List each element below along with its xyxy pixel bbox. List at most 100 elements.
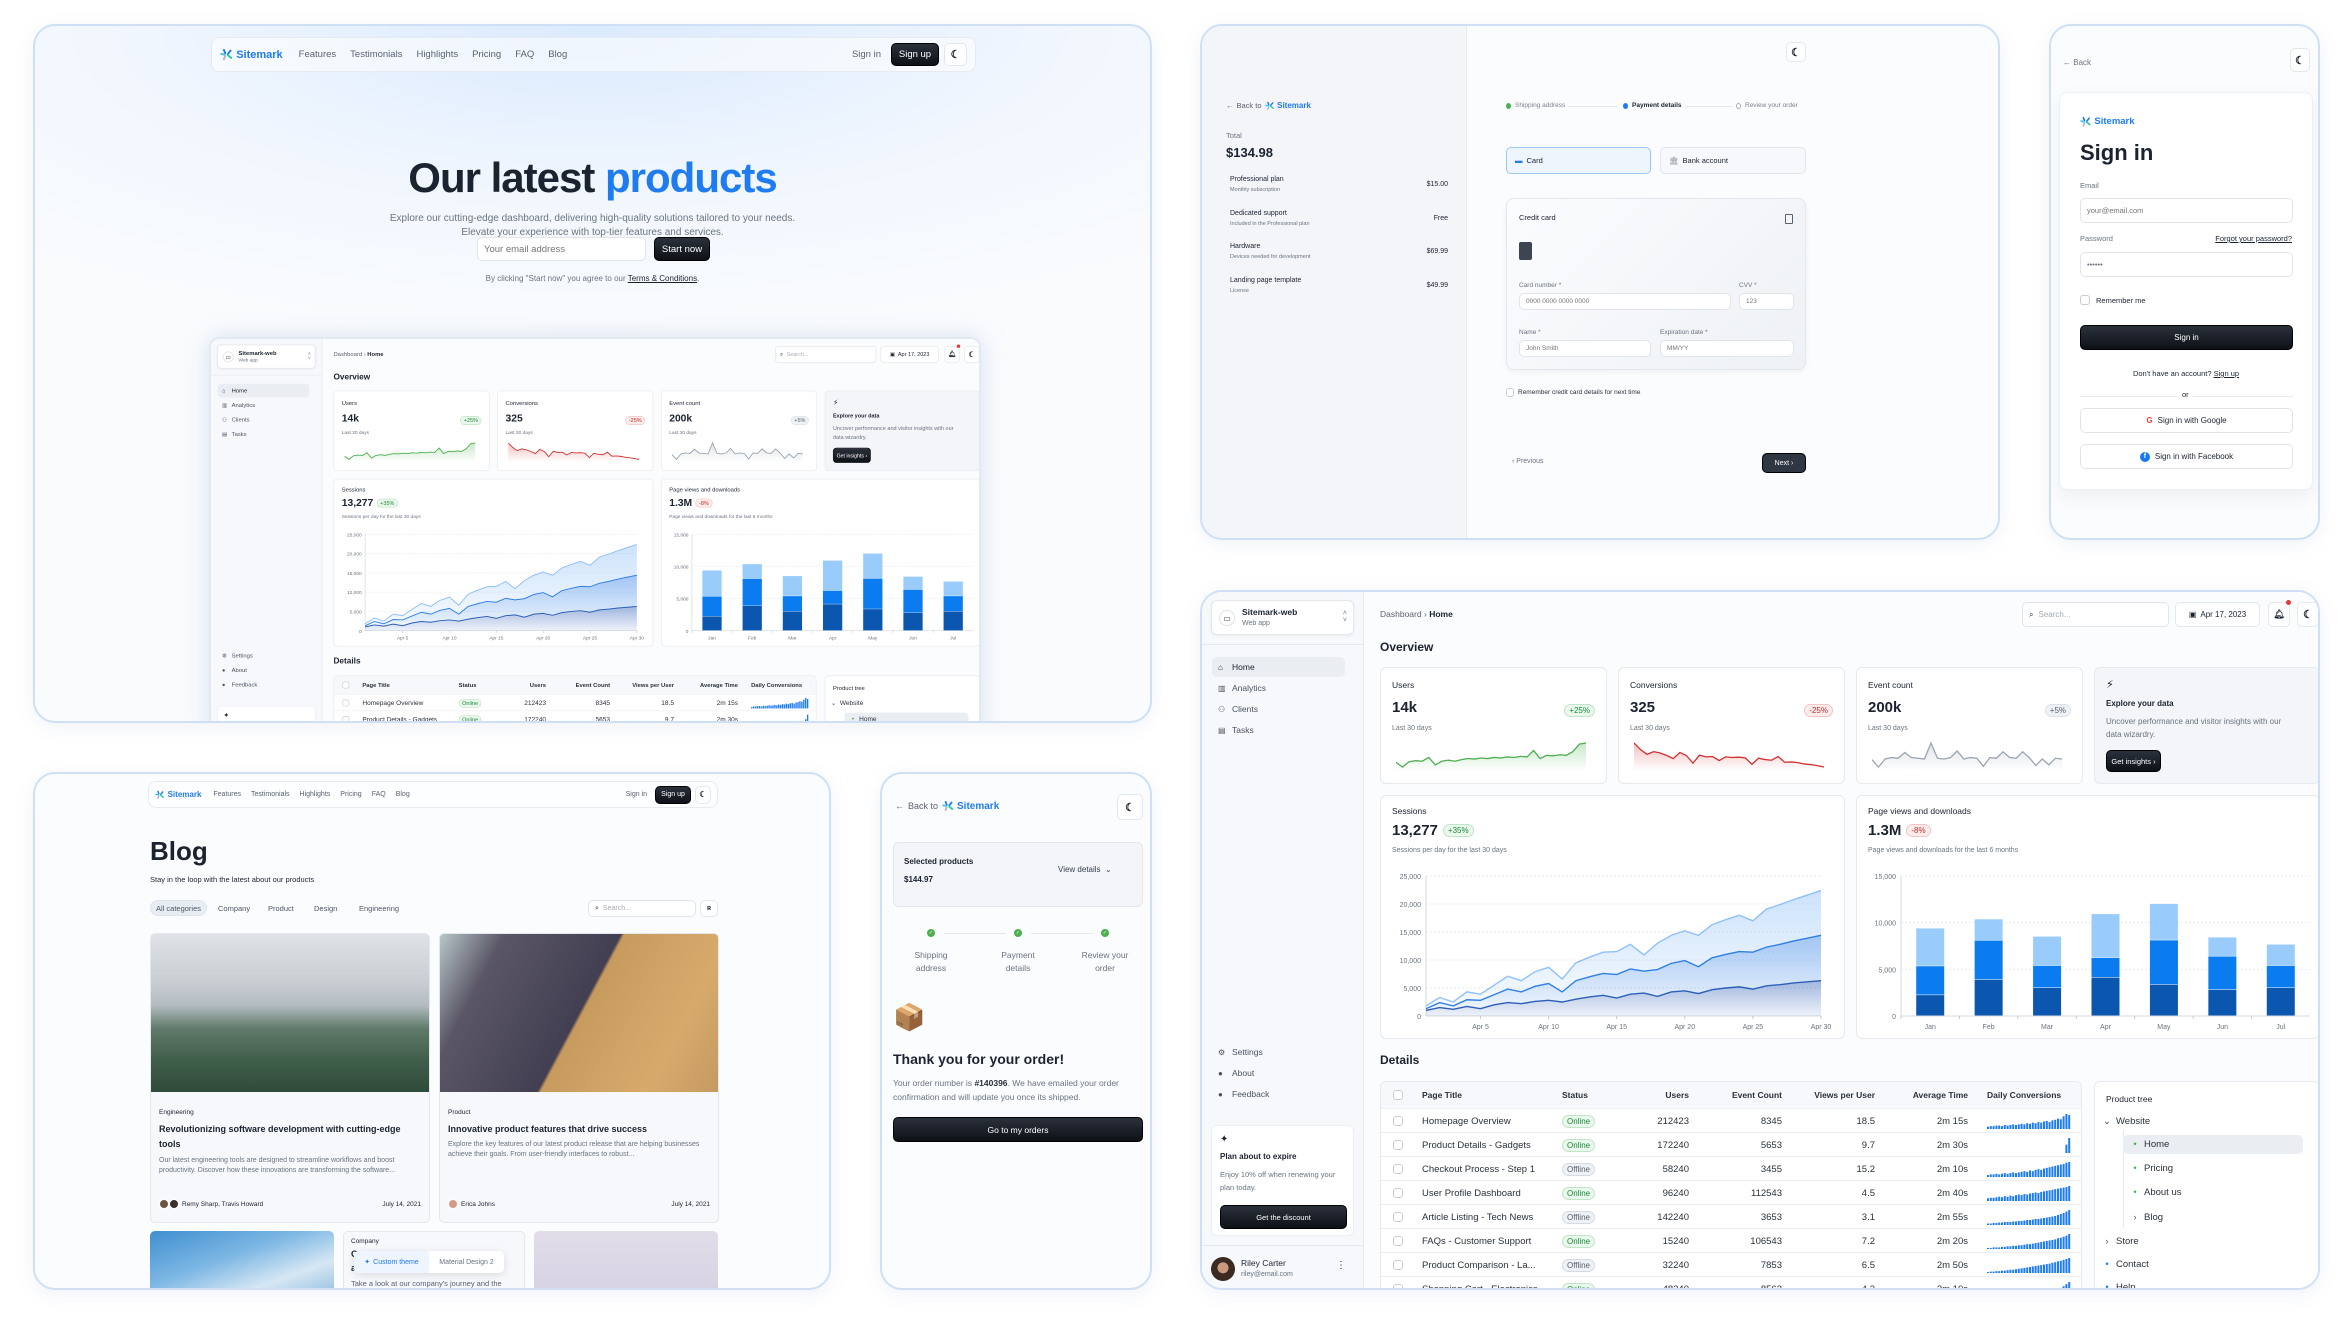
remember-me-checkbox[interactable]: Remember me — [2080, 295, 2146, 305]
search-input[interactable]: ⌕ Search... — [775, 345, 877, 364]
row-checkbox[interactable] — [1393, 1116, 1403, 1126]
column-header[interactable]: Event Count — [575, 681, 611, 689]
sign-in-link[interactable]: Sign in — [625, 791, 647, 798]
column-header[interactable]: Views per User — [632, 681, 675, 689]
nav-link-highlights[interactable]: Highlights — [416, 49, 459, 60]
get-discount-button[interactable]: Get the discount — [1220, 1205, 1347, 1229]
sidebar-item-about[interactable]: ● About — [1212, 1063, 1345, 1083]
terms-link[interactable]: Terms & Conditions — [627, 274, 698, 283]
sign-up-button[interactable]: Sign up — [655, 785, 691, 804]
email-input[interactable] — [477, 237, 646, 261]
sidebar-item-feedback[interactable]: ● Feedback — [218, 677, 310, 691]
table-row[interactable]: Shopping Cart - Electronics Online 48240 85… — [1381, 1276, 2081, 1288]
table-row[interactable]: Homepage Overview Online 212423 8345 18.5 2m … — [1381, 1108, 2081, 1132]
back-to-sitemark[interactable]: ← Back to Sitemark — [895, 800, 999, 812]
app-selector[interactable]: ▭ Sitemark-web Web app ˄ ˅ — [1211, 600, 1354, 635]
column-header[interactable]: Users — [1665, 1090, 1689, 1100]
column-header[interactable]: Views per User — [1814, 1090, 1875, 1100]
tree-item-help[interactable]: • Help — [2103, 1282, 2135, 1288]
category-chip[interactable]: Design — [314, 903, 338, 913]
facebook-signin-button[interactable]: f Sign in with Facebook — [2080, 444, 2293, 469]
table-row[interactable]: Article Listing - Tech News Offline 142240… — [1381, 1204, 2081, 1228]
row-checkbox[interactable] — [342, 716, 350, 721]
date-picker-button[interactable]: ▣ Apr 17, 2023 — [880, 345, 939, 364]
google-signin-button[interactable]: G Sign in with Google — [2080, 408, 2293, 433]
blog-search-input[interactable]: ⌕ Search... — [588, 900, 696, 917]
payment-method-bank[interactable]: 🏛 Bank account — [1660, 147, 1806, 174]
sidebar-item-clients[interactable]: ⚇ Clients — [1212, 699, 1345, 719]
nav-link-blog[interactable]: Blog — [395, 791, 410, 798]
sidebar-item-home[interactable]: ⌂ Home — [217, 383, 310, 398]
rss-feed-button[interactable]: ʀ — [700, 900, 718, 917]
blog-post-card[interactable]: Engineering Revolutionizing software deve… — [150, 933, 430, 1223]
tree-item-website[interactable]: ⌄ Website — [2103, 1116, 2150, 1127]
get-insights-button[interactable]: Get insights › — [832, 447, 871, 463]
checkbox[interactable] — [1506, 388, 1514, 397]
back-to-sitemark[interactable]: ← Back to Sitemark — [1226, 101, 1311, 111]
nav-link-pricing[interactable]: Pricing — [472, 49, 502, 60]
breadcrumb-dashboard[interactable]: Dashboard — [333, 350, 363, 358]
cvv-input[interactable] — [1739, 293, 1794, 310]
forgot-password-link[interactable]: Forgot your password? — [2215, 234, 2292, 243]
row-checkbox[interactable] — [342, 681, 350, 689]
start-now-button[interactable]: Start now — [654, 237, 710, 261]
checkbox[interactable] — [2080, 295, 2090, 305]
nav-link-features[interactable]: Features — [213, 791, 242, 798]
row-checkbox[interactable] — [1393, 1090, 1403, 1100]
tree-item-blog[interactable]: › Blog — [2131, 1212, 2163, 1223]
row-checkbox[interactable] — [1393, 1284, 1403, 1288]
app-selector[interactable]: ▭ Sitemark-web Web app ˄ ˅ — [217, 344, 316, 369]
nav-link-highlights[interactable]: Highlights — [299, 791, 331, 798]
column-header[interactable]: Daily Conversions — [751, 681, 803, 689]
blog-post-card[interactable]: Product Innovative product features that … — [439, 933, 719, 1223]
get-insights-button[interactable]: Get insights › — [2106, 750, 2161, 772]
payment-method-card[interactable]: ▬ Card — [1506, 147, 1651, 174]
table-row[interactable]: Homepage Overview Online 212423 8345 18.5 2m … — [334, 694, 816, 711]
theme-toggle-button[interactable]: ☾ — [944, 43, 967, 66]
tree-item-home[interactable]: • Home — [2131, 1139, 2169, 1150]
category-chip[interactable]: Company — [218, 903, 251, 913]
next-button[interactable]: Next › — [1762, 453, 1806, 473]
column-header[interactable]: Average Time — [699, 681, 739, 689]
sign-up-button[interactable]: Sign up — [891, 43, 939, 66]
theme-toggle-button[interactable]: ☾ — [1117, 794, 1143, 820]
date-picker-button[interactable]: ▣ Apr 17, 2023 — [2175, 602, 2260, 627]
row-checkbox[interactable] — [1393, 1236, 1403, 1246]
sidebar-item-settings[interactable]: ⚙ Settings — [218, 649, 310, 663]
tree-item-about-us[interactable]: • About us — [2131, 1187, 2181, 1198]
go-to-orders-button[interactable]: Go to my orders — [893, 1117, 1143, 1142]
sidebar-item-tasks[interactable]: ▤ Tasks — [218, 427, 310, 441]
tree-item-store[interactable]: › Store — [2103, 1236, 2138, 1247]
previous-button[interactable]: ‹ Previous — [1512, 458, 1544, 465]
nav-link-testimonials[interactable]: Testimonials — [251, 791, 290, 798]
sidebar-item-analytics[interactable]: ▥ Analytics — [218, 398, 310, 412]
card-number-input[interactable] — [1519, 293, 1731, 310]
sign-up-link[interactable]: Sign up — [2213, 369, 2240, 378]
category-chip[interactable]: Engineering — [359, 903, 400, 913]
category-chip[interactable]: Product — [268, 903, 294, 913]
column-header[interactable]: Event Count — [1731, 1090, 1782, 1100]
sitemark-logo[interactable]: Sitemark — [220, 48, 283, 61]
nav-link-features[interactable]: Features — [298, 49, 337, 60]
column-header[interactable]: Average Time — [1912, 1090, 1968, 1100]
nav-link-faq[interactable]: FAQ — [515, 49, 535, 60]
row-checkbox[interactable] — [1393, 1140, 1403, 1150]
column-header[interactable]: Page Title — [362, 681, 390, 689]
theme-toggle-button[interactable]: ☾ — [964, 345, 979, 364]
material-design-option[interactable]: Material Design 2 — [429, 1251, 504, 1273]
row-checkbox[interactable] — [1393, 1260, 1403, 1270]
theme-toggle-button[interactable]: ☾ — [2290, 48, 2310, 72]
sidebar-item-analytics[interactable]: ▥ Analytics — [1212, 678, 1345, 698]
nav-link-blog[interactable]: Blog — [548, 49, 568, 60]
theme-toggle-button[interactable]: ☾ — [2297, 602, 2318, 627]
custom-theme-option[interactable]: ✦ Custom theme — [354, 1251, 429, 1273]
row-checkbox[interactable] — [1393, 1212, 1403, 1222]
row-checkbox[interactable] — [1393, 1164, 1403, 1174]
tree-item-contact[interactable]: • Contact — [2103, 1259, 2148, 1270]
sitemark-logo[interactable]: Sitemark — [155, 790, 201, 800]
notifications-button[interactable]: 🔔︎ — [2268, 602, 2290, 627]
email-input[interactable] — [2080, 198, 2293, 223]
sidebar-item-tasks[interactable]: ▤ Tasks — [1212, 720, 1345, 740]
nav-link-pricing[interactable]: Pricing — [340, 791, 362, 798]
column-header[interactable]: Page Title — [1422, 1090, 1462, 1100]
